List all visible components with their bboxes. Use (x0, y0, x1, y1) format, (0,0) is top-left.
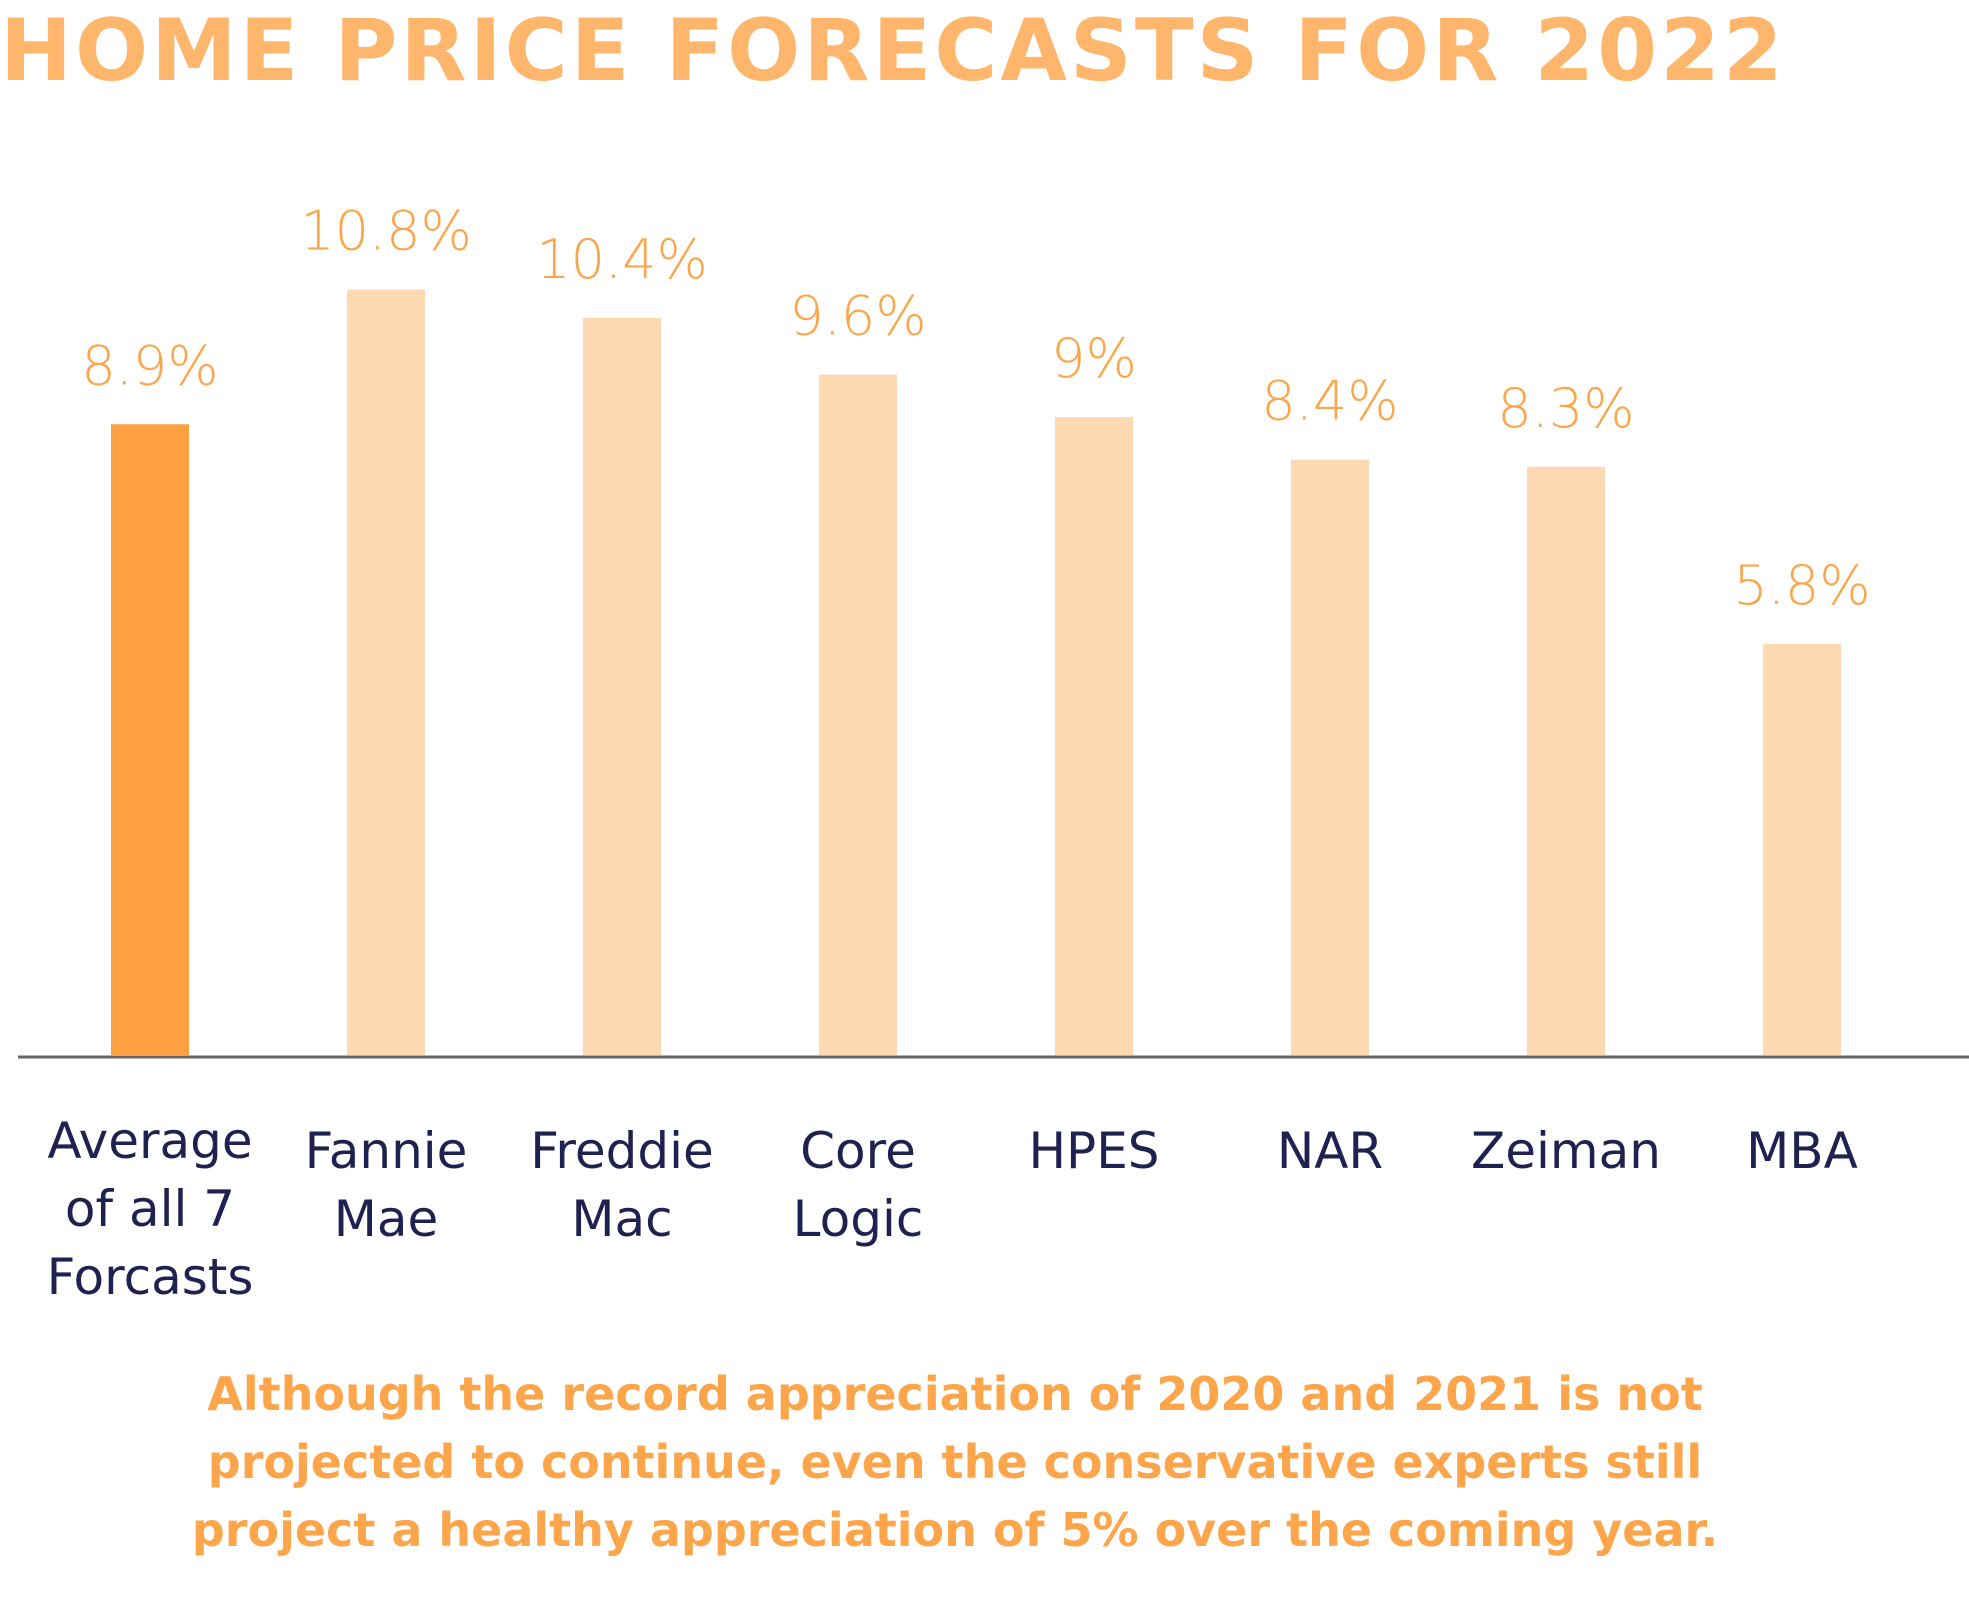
bar (1291, 459, 1369, 1055)
category-label: Mac (571, 1190, 672, 1248)
category-label: NAR (1277, 1122, 1383, 1180)
chart-title: HOME PRICE FORECASTS FOR 2022 (0, 1, 1786, 101)
footnote: Although the record appreciation of 2020… (60, 1360, 1850, 1564)
bars-group (111, 289, 1841, 1056)
category-label: Mae (334, 1190, 439, 1248)
value-label: 8.4% (1261, 370, 1398, 433)
bar (819, 374, 897, 1055)
bar (1527, 466, 1605, 1056)
category-label: Core (800, 1122, 916, 1180)
value-label: 8.3% (1497, 377, 1634, 440)
category-label: Freddie (530, 1122, 713, 1180)
bar-chart: 8.9% 10.8% 10.4% 9.6% 9% 8.4% 8.3% 5.8% Average… (18, 200, 1969, 1306)
footnote-line: projected to continue, even the conserva… (207, 1435, 1703, 1489)
category-label: Average (47, 1112, 252, 1170)
category-label: Zeiman (1471, 1122, 1661, 1180)
category-label: MBA (1746, 1122, 1858, 1180)
value-label: 10.4% (536, 228, 708, 291)
value-label: 10.8% (300, 200, 472, 263)
category-label: Fannie (305, 1122, 468, 1180)
footnote-line: Although the record appreciation of 2020… (207, 1367, 1703, 1421)
bar (1055, 417, 1133, 1055)
category-label: Forcasts (47, 1248, 254, 1306)
bar (347, 289, 425, 1055)
category-label: Logic (793, 1190, 924, 1248)
value-label: 8.9% (81, 334, 218, 397)
bar (1763, 643, 1841, 1055)
bar-average (111, 424, 189, 1055)
footnote-line: project a healthy appreciation of 5% ove… (191, 1503, 1719, 1557)
bar (583, 317, 661, 1055)
value-label: 9.6% (789, 285, 926, 348)
value-label: 9% (1051, 327, 1137, 390)
value-labels-group: 8.9% 10.8% 10.4% 9.6% 9% 8.4% 8.3% 5.8% (81, 200, 1870, 617)
category-label: HPES (1028, 1122, 1159, 1180)
value-label: 5.8% (1733, 554, 1870, 617)
category-labels-group: Average of all 7 Forcasts Fannie Mae Freddie M… (47, 1112, 1858, 1306)
category-label: of all 7 (65, 1180, 235, 1238)
